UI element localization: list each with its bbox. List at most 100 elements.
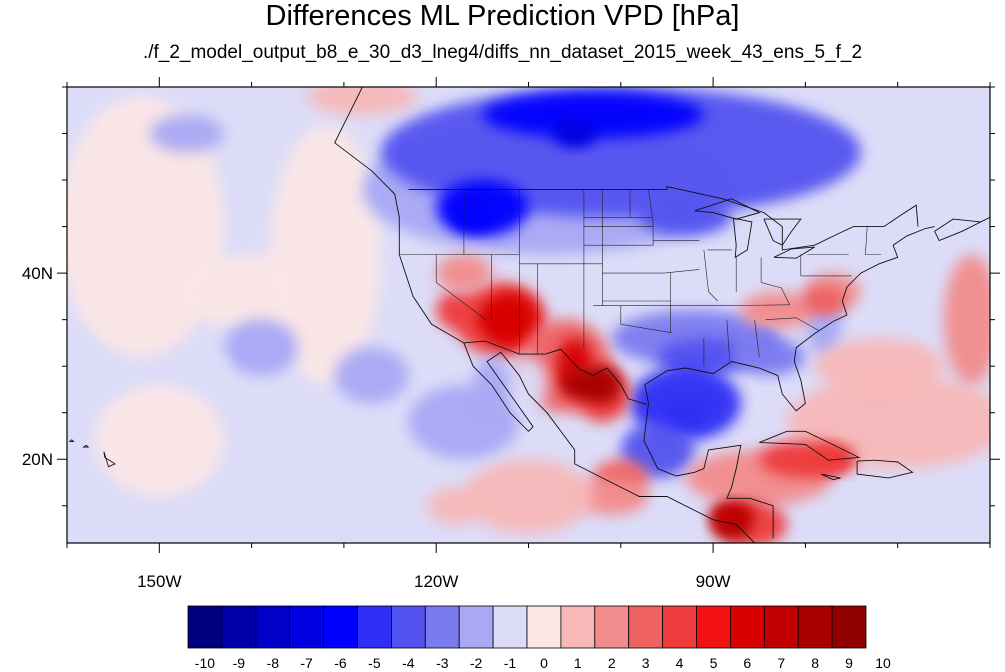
colorbar-box — [560, 605, 596, 649]
coastline-segment — [644, 226, 935, 412]
anomaly-blob — [94, 384, 224, 497]
x-tick-label: 150W — [137, 572, 181, 591]
x-tick-label: 90W — [696, 572, 731, 591]
anomaly-blob — [426, 487, 483, 525]
colorbar-box — [492, 605, 528, 649]
colorbar-box — [797, 605, 833, 649]
anomaly-blob — [639, 198, 732, 236]
state-border — [754, 319, 760, 357]
coastline-segment — [934, 216, 990, 242]
state-border — [435, 254, 487, 320]
anomaly-blob — [620, 422, 695, 478]
anomaly-blob — [463, 459, 594, 534]
anomaly-blob — [436, 291, 474, 329]
colorbar-box — [390, 605, 426, 649]
anomaly-blob — [814, 338, 944, 395]
colorbar-box — [357, 605, 392, 649]
colorbar-label: 8 — [811, 655, 819, 671]
colorbar-box — [662, 605, 697, 649]
colorbar-box — [696, 605, 731, 649]
state-border — [761, 282, 790, 305]
region-cell — [811, 445, 856, 474]
colorbar-box — [594, 605, 630, 649]
anomaly-blob — [943, 254, 990, 385]
colorbar-box — [831, 605, 867, 649]
coastline-segment — [773, 246, 815, 259]
state-border — [717, 304, 790, 306]
colorbar-box — [289, 605, 325, 649]
state-border — [703, 249, 718, 302]
anomaly-blob — [436, 254, 492, 292]
colorbar-box — [458, 605, 494, 649]
colorbar-label: -4 — [402, 655, 415, 671]
colorbar-label: 6 — [743, 655, 751, 671]
x-tick-label: 120W — [414, 572, 458, 591]
coastline-segment — [82, 444, 90, 448]
coastline-segment — [856, 459, 914, 479]
colorbar-label: 4 — [676, 655, 684, 671]
state-border — [865, 226, 882, 255]
region-cell — [737, 333, 782, 362]
coastline-segment — [408, 186, 919, 251]
coastline-segment — [462, 340, 647, 405]
anomaly-blob — [740, 291, 815, 329]
colorbar-label: 9 — [845, 655, 853, 671]
colorbar-box — [187, 605, 223, 649]
chart-subtitle: ./f_2_model_output_b8_e_30_d3_lneg4/diff… — [142, 42, 863, 63]
coastline-segment — [68, 439, 75, 443]
colorbar-label: -1 — [504, 655, 517, 671]
anomaly-blob — [786, 375, 990, 469]
colorbar-label: -9 — [233, 655, 246, 671]
map-frame: 150W 120W 90W 40N 20N — [22, 77, 1000, 591]
colorbar-label: 10 — [875, 655, 891, 671]
anomaly-blob — [223, 319, 298, 376]
colorbar-box — [323, 605, 358, 649]
anomaly-blob — [510, 356, 547, 413]
colorbar-label: 3 — [642, 655, 650, 671]
y-tick-label: 40N — [22, 264, 53, 283]
coastline-segment — [732, 217, 753, 259]
region-cell — [183, 352, 228, 381]
state-border — [726, 319, 730, 362]
anomaly-blob — [306, 87, 418, 115]
region-cell — [478, 305, 523, 334]
anomaly-blob — [574, 477, 649, 516]
region-cell — [451, 203, 496, 232]
colorbar-label: -3 — [436, 655, 449, 671]
colorbar-box — [730, 605, 765, 649]
colorbar-box — [763, 605, 799, 649]
anomaly-field — [67, 87, 990, 543]
coastline-segment — [103, 451, 116, 468]
colorbar-label: 2 — [608, 655, 616, 671]
colorbar: -10 -9 -8 -7 -6 -5 -4 -3 -2 -1 0 1 2 3 4 5 6 7 8 9 10 — [187, 605, 891, 671]
state-border — [648, 189, 654, 246]
colorbar-label: -2 — [470, 655, 483, 671]
coastline-segment — [334, 87, 755, 543]
chart-title: Differences ML Prediction VPD [hPa] — [265, 0, 740, 32]
state-border — [664, 269, 700, 274]
anomaly-blob — [150, 114, 224, 153]
colorbar-label: -6 — [334, 655, 347, 671]
region-cell — [801, 287, 846, 316]
region-cell — [663, 398, 708, 427]
colorbar-label: -5 — [368, 655, 381, 671]
region-cell — [561, 370, 606, 399]
state-border — [765, 317, 820, 332]
anomaly-blob — [482, 91, 704, 139]
colorbar-label: 1 — [574, 655, 582, 671]
anomaly-blob — [334, 347, 409, 404]
state-border — [620, 305, 672, 333]
y-tick-label: 20N — [22, 450, 53, 469]
colorbar-label: -10 — [195, 655, 215, 671]
coastline-segment — [643, 403, 774, 539]
region-cell — [552, 119, 597, 148]
coastline-segment — [694, 198, 761, 220]
colorbar-label: 5 — [710, 655, 718, 671]
coastline-segment — [820, 473, 841, 481]
colorbar-label: 7 — [777, 655, 785, 671]
colorbar-label: 0 — [540, 655, 548, 671]
coastline-segment — [763, 218, 802, 246]
anomaly-blob — [270, 124, 381, 385]
colorbar-box — [526, 605, 562, 649]
